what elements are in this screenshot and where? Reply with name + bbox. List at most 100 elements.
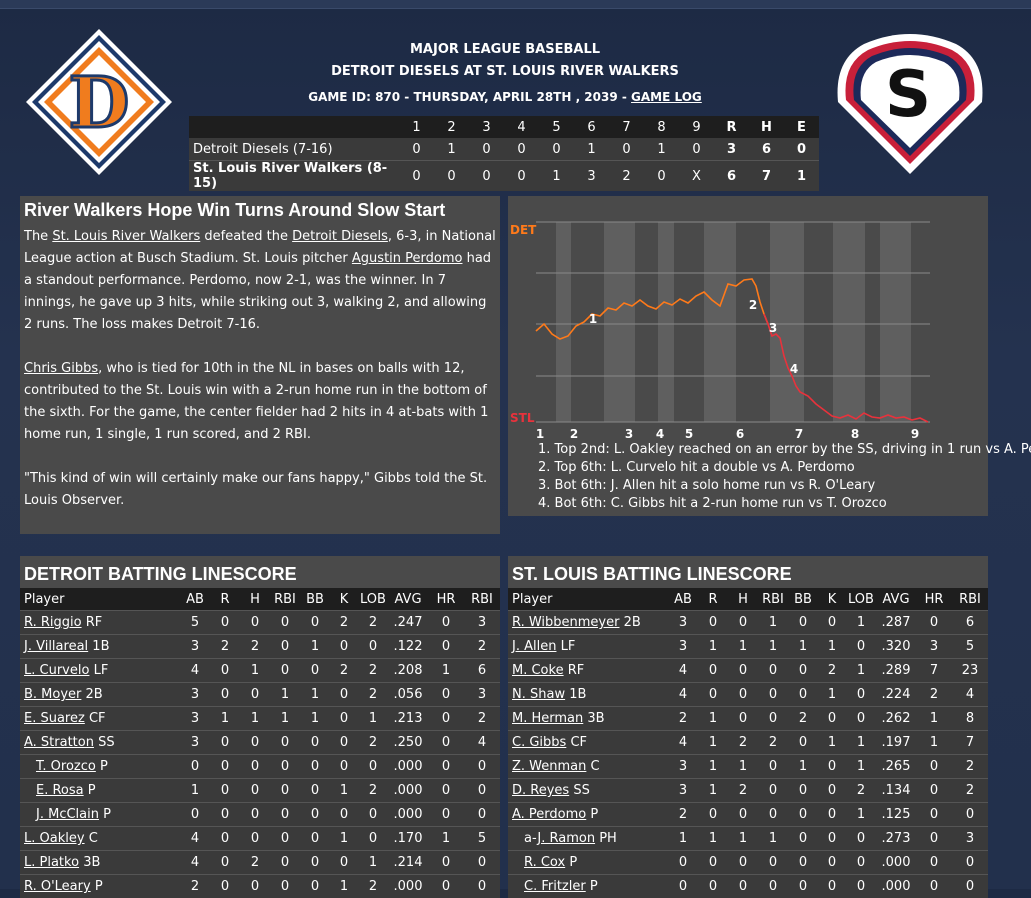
- st-louis-team-link[interactable]: St. Louis River Walkers: [52, 229, 200, 244]
- stat-cell: 2: [846, 779, 876, 803]
- stat-cell: 0: [270, 827, 300, 851]
- player-cell: R. Cox P: [508, 851, 668, 875]
- stat-cell: .320: [876, 635, 916, 659]
- player-link[interactable]: M. Coke: [512, 663, 564, 678]
- stat-cell: 1: [270, 683, 300, 707]
- stat-cell: 0: [330, 707, 358, 731]
- detroit-team-link[interactable]: Detroit Diesels: [292, 229, 388, 244]
- stat-cell: 0: [358, 635, 388, 659]
- stat-cell: 1: [846, 731, 876, 755]
- linescore-header: [189, 116, 399, 138]
- linescore-header: 5: [539, 116, 574, 138]
- player-link[interactable]: M. Herman: [512, 711, 583, 726]
- player-link[interactable]: L. Oakley: [24, 831, 85, 846]
- stat-cell: 1: [428, 827, 464, 851]
- player-cell: L. Curvelo LF: [20, 659, 180, 683]
- player-link[interactable]: J. Villareal: [24, 639, 88, 654]
- game-log-link[interactable]: GAME LOG: [631, 90, 702, 104]
- stat-cell: 0: [846, 875, 876, 898]
- stat-cell: 1: [846, 659, 876, 683]
- player-link[interactable]: N. Shaw: [512, 687, 565, 702]
- stat-cell: 0: [300, 803, 330, 827]
- player-link[interactable]: R. Cox: [524, 855, 565, 870]
- player-link[interactable]: R. Riggio: [24, 615, 82, 630]
- stat-cell: 0: [210, 875, 240, 898]
- stat-cell: 3: [668, 635, 698, 659]
- stat-cell: 0: [428, 731, 464, 755]
- player-link[interactable]: E. Rosa: [36, 783, 84, 798]
- stat-cell: 2: [464, 635, 500, 659]
- player-cell: D. Reyes SS: [508, 779, 668, 803]
- player-link[interactable]: T. Orozco: [36, 759, 96, 774]
- perdomo-player-link[interactable]: Agustin Perdomo: [352, 251, 463, 266]
- batting-column-header: AVG: [876, 588, 916, 611]
- player-link[interactable]: C. Gibbs: [512, 735, 566, 750]
- stat-cell: 0: [210, 659, 240, 683]
- stat-cell: 1: [788, 755, 818, 779]
- gibbs-player-link[interactable]: Chris Gibbs: [24, 361, 98, 376]
- player-link[interactable]: Z. Wenman: [512, 759, 586, 774]
- player-link[interactable]: L. Platko: [24, 855, 79, 870]
- errors-total: 0: [784, 138, 819, 161]
- player-cell: A. Stratton SS: [20, 731, 180, 755]
- stat-cell: 0: [210, 851, 240, 875]
- inning-score: 0: [434, 161, 469, 192]
- player-cell: J. Villareal 1B: [20, 635, 180, 659]
- stat-cell: 23: [952, 659, 988, 683]
- inning-label: 4: [656, 427, 664, 441]
- player-position: 2B: [86, 687, 103, 702]
- player-link[interactable]: J. Allen: [512, 639, 556, 654]
- stat-cell: 2: [758, 731, 788, 755]
- stat-cell: 1: [758, 635, 788, 659]
- player-link[interactable]: C. Fritzler: [524, 879, 586, 894]
- player-link[interactable]: J. McClain: [36, 807, 99, 822]
- stat-cell: 0: [270, 779, 300, 803]
- linescore-header: H: [749, 116, 784, 138]
- stat-cell: 1: [728, 635, 758, 659]
- batting-column-header: RBI: [464, 588, 500, 611]
- stat-cell: 1: [330, 827, 358, 851]
- key-play-marker: 4: [790, 362, 798, 376]
- player-link[interactable]: E. Suarez: [24, 711, 85, 726]
- player-link[interactable]: D. Reyes: [512, 783, 569, 798]
- stat-cell: 2: [818, 659, 846, 683]
- stat-cell: 0: [818, 803, 846, 827]
- stat-cell: 0: [788, 875, 818, 898]
- stat-cell: 0: [210, 827, 240, 851]
- stat-cell: 0: [240, 803, 270, 827]
- stat-cell: 1: [728, 755, 758, 779]
- batting-column-header: BB: [788, 588, 818, 611]
- stat-cell: 2: [358, 683, 388, 707]
- key-play: 1. Top 2nd: L. Oakley reached on an erro…: [538, 441, 1031, 459]
- player-link[interactable]: R. Wibbenmeyer: [512, 615, 619, 630]
- stat-cell: 0: [916, 827, 952, 851]
- player-link[interactable]: A. Perdomo: [512, 807, 586, 822]
- player-link[interactable]: L. Curvelo: [24, 663, 89, 678]
- key-play-marker: 1: [589, 312, 597, 326]
- stat-cell: 6: [464, 659, 500, 683]
- stat-cell: 0: [846, 851, 876, 875]
- player-cell: J. Allen LF: [508, 635, 668, 659]
- st-louis-logo-letter: S: [885, 58, 931, 132]
- player-link[interactable]: B. Moyer: [24, 687, 81, 702]
- stat-cell: 0: [210, 731, 240, 755]
- stat-cell: 0: [300, 875, 330, 898]
- player-link[interactable]: J. Ramon: [537, 831, 595, 846]
- inning-score: 0: [644, 161, 679, 192]
- player-cell: T. Orozco P: [20, 755, 180, 779]
- stat-cell: 4: [952, 683, 988, 707]
- stat-cell: 0: [300, 659, 330, 683]
- game-info: GAME ID: 870 - THURSDAY, APRIL 28TH , 20…: [190, 90, 820, 104]
- linescore-header: 9: [679, 116, 714, 138]
- player-link[interactable]: A. Stratton: [24, 735, 94, 750]
- player-link[interactable]: R. O'Leary: [24, 879, 91, 894]
- linescore-header: 7: [609, 116, 644, 138]
- linescore-team: St. Louis River Walkers (8-15): [189, 161, 399, 192]
